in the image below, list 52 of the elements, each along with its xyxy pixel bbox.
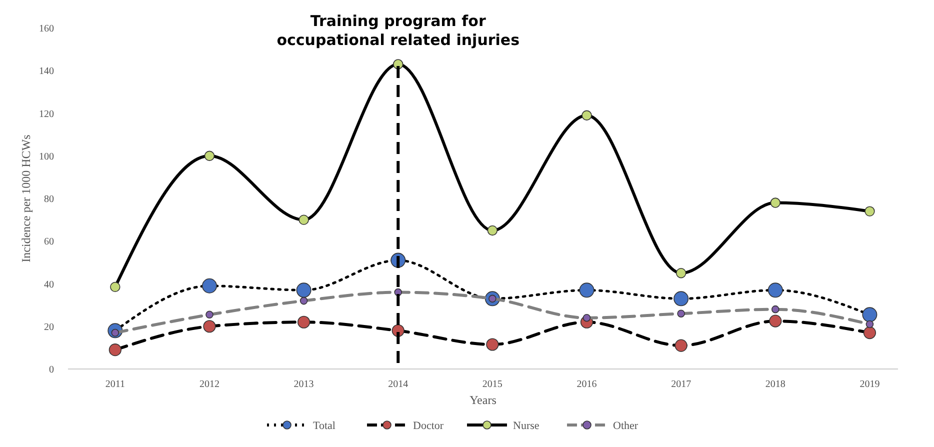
point xyxy=(579,282,594,298)
legend-label: Doctor xyxy=(413,420,444,432)
y-tick-label: 140 xyxy=(39,66,54,78)
x-tick-label: 2018 xyxy=(765,379,786,390)
point xyxy=(108,344,122,356)
y-tick-label: 60 xyxy=(44,236,54,248)
point xyxy=(206,310,214,319)
y-tick-label: 0 xyxy=(49,364,54,376)
y-axis-title: Incidence per 1000 HCWs xyxy=(19,134,33,262)
legend-label: Total xyxy=(313,420,336,432)
point xyxy=(582,110,592,120)
ref-line-label: Training program for occupational related injuries xyxy=(276,12,520,49)
legend-label: Nurse xyxy=(513,420,540,432)
x-tick-label: 2012 xyxy=(199,379,220,390)
point xyxy=(487,225,498,236)
x-tick-label: 2019 xyxy=(860,379,880,390)
y-tick-label: 160 xyxy=(39,24,54,34)
point xyxy=(582,314,591,322)
x-tick-label: 2011 xyxy=(105,379,125,390)
point xyxy=(298,214,309,225)
point xyxy=(674,339,688,352)
point xyxy=(486,338,499,351)
point xyxy=(300,296,308,305)
point xyxy=(770,198,780,208)
point xyxy=(864,206,875,216)
x-tick-label: 2014 xyxy=(388,379,408,390)
point xyxy=(866,320,874,328)
point xyxy=(771,305,780,314)
x-axis-title: Years xyxy=(470,393,497,407)
y-tick-label: 120 xyxy=(39,108,54,120)
point xyxy=(296,282,312,298)
x-tick-label: 2013 xyxy=(294,379,314,390)
point xyxy=(769,314,782,328)
x-tick-label: 2016 xyxy=(576,379,597,390)
point xyxy=(203,320,216,333)
point xyxy=(862,307,878,322)
point xyxy=(202,278,217,294)
x-tick-label: 2017 xyxy=(671,379,692,390)
legend-label: Other xyxy=(613,420,638,432)
y-tick-label: 100 xyxy=(39,151,54,162)
point xyxy=(677,310,685,318)
point xyxy=(863,326,876,340)
y-tick-label: 20 xyxy=(44,322,54,333)
point xyxy=(204,150,215,161)
point xyxy=(676,268,686,278)
point xyxy=(768,282,783,298)
point xyxy=(110,282,120,292)
point xyxy=(297,316,310,328)
y-tick-label: 40 xyxy=(44,279,54,290)
y-tick-label: 80 xyxy=(44,194,54,205)
point xyxy=(674,291,689,306)
x-tick-label: 2015 xyxy=(482,379,502,390)
